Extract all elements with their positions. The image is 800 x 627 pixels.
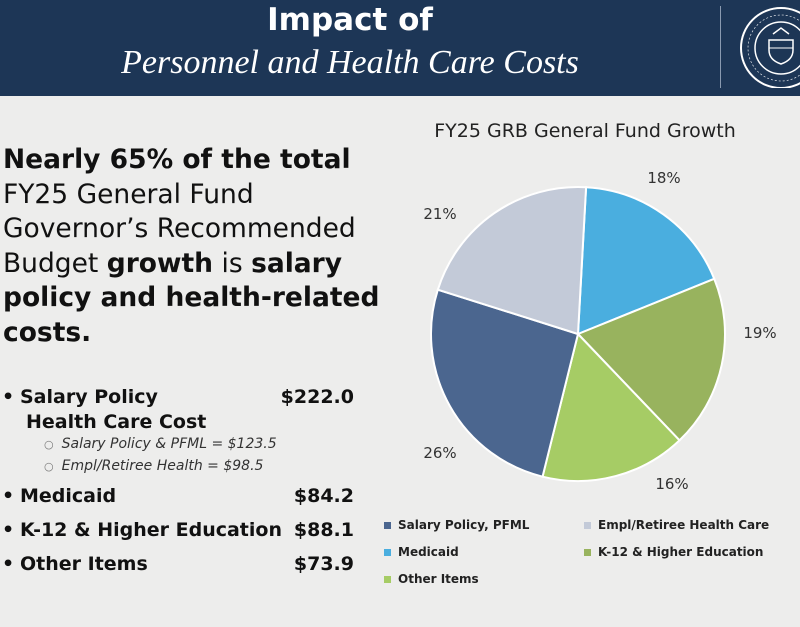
legend-swatch: [584, 548, 591, 556]
title-line-2: Personnel and Health Care Costs: [121, 44, 579, 81]
chart-legend: Salary Policy, PFML Empl/Retiree Health C…: [384, 518, 794, 598]
legend-item: K-12 & Higher Education: [584, 545, 763, 559]
pie-data-label: 18%: [647, 169, 680, 187]
legend-swatch: [384, 575, 391, 583]
pie-slice: [541, 331, 681, 482]
legend-swatch: [584, 521, 591, 529]
legend-item: Medicaid: [384, 545, 459, 559]
item-amount: $73.9: [293, 553, 354, 575]
headline-part-2: FY25 General Fund Governor’s Recommended…: [3, 178, 356, 279]
item-label: Salary Policy: [20, 386, 158, 408]
item-label: Health Care Cost: [26, 411, 207, 433]
pie-slice: [576, 186, 716, 336]
bullet-icon: •: [2, 519, 15, 541]
headline-part-1: Nearly 65% of the total: [3, 144, 351, 175]
pie-data-label: 21%: [423, 205, 456, 223]
legend-item: Salary Policy, PFML: [384, 518, 529, 532]
headline-part-5: salary policy and health-related costs.: [3, 247, 380, 348]
pie-data-label: 16%: [655, 475, 688, 493]
legend-item: Other Items: [384, 572, 479, 586]
circle-bullet-icon: ○: [44, 460, 54, 473]
pie-data-label: 26%: [423, 444, 456, 462]
pie-slice: [436, 186, 588, 336]
legend-item: Empl/Retiree Health Care: [584, 518, 769, 532]
pie-slice: [576, 277, 726, 442]
pie-slice: [430, 288, 580, 478]
legend-swatch: [384, 548, 391, 556]
subitem-salary-pfml: ○ Salary Policy & PFML = $123.5: [44, 436, 277, 452]
item-label: Medicaid: [20, 485, 117, 507]
bullet-icon: •: [2, 485, 15, 507]
headline-text: Nearly 65% of the total FY25 General Fun…: [3, 143, 383, 350]
subitem-text: Salary Policy & PFML = $123.5: [61, 436, 277, 452]
legend-label: Empl/Retiree Health Care: [598, 518, 770, 532]
headline-part-3: growth: [106, 247, 214, 279]
subitem-empl-retiree: ○ Empl/Retiree Health = $98.5: [44, 458, 263, 474]
legend-label: Salary Policy, PFML: [398, 518, 530, 532]
legend-label: Other Items: [398, 572, 479, 586]
item-amount: $88.1: [293, 519, 354, 541]
legend-swatch: [384, 521, 391, 529]
subitem-text: Empl/Retiree Health = $98.5: [61, 458, 264, 474]
title-banner: Impact of Personnel and Health Care Cost…: [0, 0, 800, 96]
state-seal-icon: [736, 4, 800, 88]
item-amount: $84.2: [293, 485, 354, 507]
header-divider: [720, 6, 721, 88]
legend-label: Medicaid: [398, 545, 459, 559]
pie-data-label: 19%: [743, 324, 776, 342]
item-label: Other Items: [20, 553, 148, 575]
headline-part-4: is: [221, 247, 243, 279]
bullet-icon: •: [2, 553, 15, 575]
title-line-1: Impact of: [267, 2, 433, 38]
bullet-icon: •: [2, 386, 15, 408]
item-label: K-12 & Higher Education: [20, 519, 282, 541]
circle-bullet-icon: ○: [44, 438, 54, 451]
chart-title: FY25 GRB General Fund Growth: [434, 120, 736, 142]
legend-label: K-12 & Higher Education: [598, 545, 764, 559]
item-amount: $222.0: [280, 386, 354, 408]
